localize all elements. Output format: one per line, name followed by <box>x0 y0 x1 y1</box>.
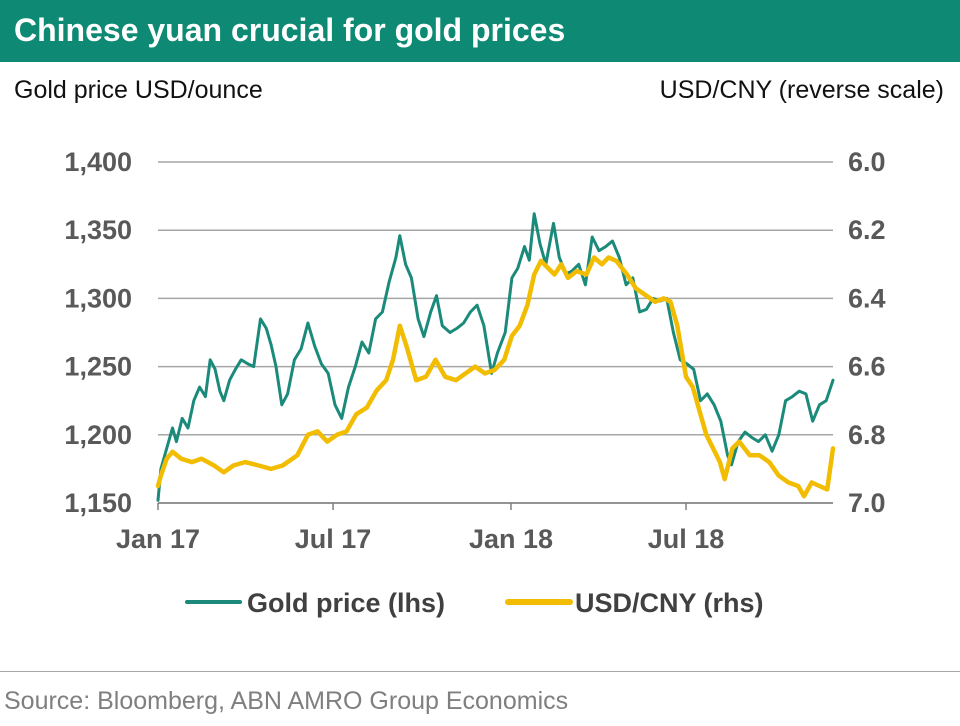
title-bar: Chinese yuan crucial for gold prices <box>0 0 960 62</box>
line-chart: 1,400 6.0 1,350 6.2 1,300 6.4 1,250 6.6 1,200 6.8… <box>64 147 886 618</box>
right-tick-label: 6.4 <box>848 283 886 313</box>
chart-title: Chinese yuan crucial for gold prices <box>14 12 566 48</box>
left-tick-label: 1,250 <box>64 352 132 382</box>
x-tick-label: Jan 17 <box>116 524 200 554</box>
x-tick-label: Jul 17 <box>295 524 372 554</box>
left-tick-label: 1,200 <box>64 420 132 450</box>
x-tick-label: Jan 18 <box>469 524 553 554</box>
footer-divider <box>0 671 960 672</box>
source-note: Source: Bloomberg, ABN AMRO Group Econom… <box>4 687 569 715</box>
left-tick-label: 1,350 <box>64 215 132 245</box>
left-tick-label: 1,300 <box>64 283 132 313</box>
right-axis-title: USD/CNY (reverse scale) <box>659 76 944 104</box>
x-tick-label: Jul 18 <box>648 524 725 554</box>
left-tick-label: 1,400 <box>64 147 132 177</box>
right-tick-label: 7.0 <box>848 488 886 518</box>
left-axis-title: Gold price USD/ounce <box>14 76 263 104</box>
usd-cny-line <box>155 255 836 499</box>
legend-label: Gold price (lhs) <box>247 588 445 618</box>
right-tick-label: 6.2 <box>848 215 886 245</box>
right-tick-label: 6.8 <box>848 420 886 450</box>
right-tick-label: 6.6 <box>848 352 886 382</box>
legend-label: USD/CNY (rhs) <box>575 588 764 618</box>
left-tick-label: 1,150 <box>64 488 132 518</box>
gold-price-line <box>156 212 835 502</box>
right-tick-label: 6.0 <box>848 147 886 177</box>
